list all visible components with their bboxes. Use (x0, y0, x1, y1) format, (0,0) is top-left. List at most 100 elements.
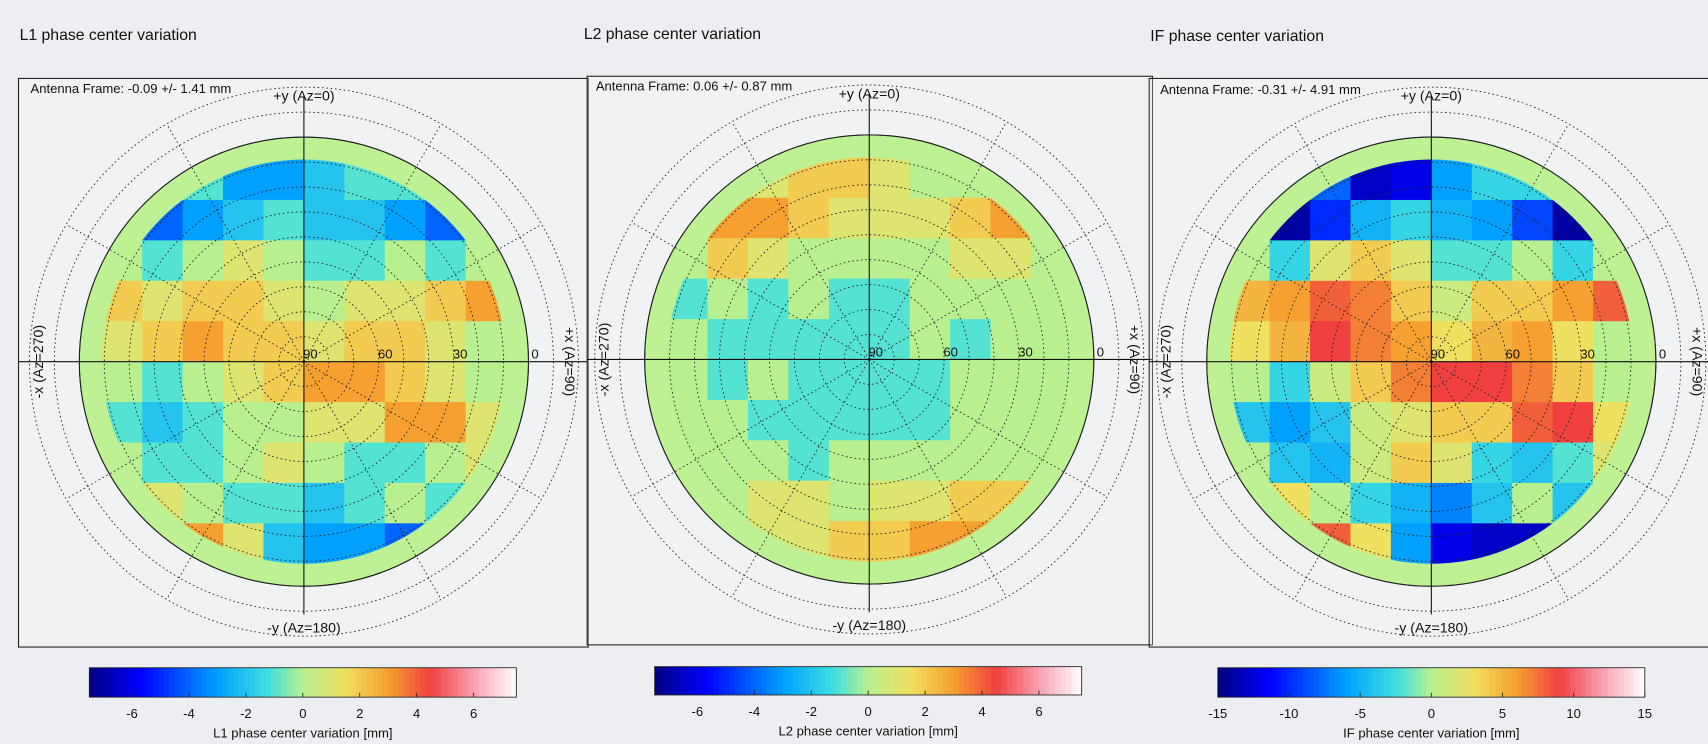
colorbar-segment (1362, 668, 1368, 697)
colorbar-segment (1575, 668, 1581, 697)
colorbar-segment (1421, 668, 1427, 697)
colorbar-segment (1341, 668, 1347, 697)
heat-cell (788, 359, 829, 400)
heat-cell (829, 198, 870, 239)
colorbar-segment (1351, 668, 1357, 697)
right-label: +x (Az=90) (1126, 325, 1142, 394)
heat-cell (869, 481, 910, 522)
colorbar-segment (660, 667, 666, 695)
heat-cell (1350, 281, 1391, 322)
heat-cell (1310, 362, 1351, 403)
heat-cell (1512, 443, 1553, 484)
colorbar-segment (308, 668, 314, 697)
heat-cell (1229, 362, 1270, 403)
colorbar: -15-10-5051015IF phase center variation … (1208, 668, 1652, 741)
top-label: +y (Az=0) (839, 87, 900, 103)
colorbar-segment (1426, 668, 1432, 697)
colorbar-segment (1277, 668, 1283, 697)
colorbar-tick-label: 4 (413, 706, 420, 721)
colorbar-segment (1255, 668, 1261, 697)
heat-cell (1270, 443, 1311, 484)
heat-cell (1310, 200, 1351, 241)
colorbar-segment (255, 668, 261, 697)
panel-title: IF phase center variation (1150, 28, 1324, 45)
colorbar-segment (431, 668, 437, 697)
heat-cell (183, 281, 224, 322)
heat-cell (1472, 281, 1513, 322)
colorbar: -6-4-20246L2 phase center variation [mm] (655, 667, 1082, 739)
heat-cell (1431, 483, 1472, 524)
screenshot: L1 phase center variationAntenna Frame: … (0, 0, 1708, 744)
heat-cell (991, 359, 1032, 400)
colorbar-segment (1293, 668, 1299, 697)
r-tick-label: 60 (943, 344, 958, 359)
heat-cell (748, 238, 789, 279)
heat-cell (910, 481, 951, 522)
heat-cell (788, 481, 829, 522)
colorbar-segment (1602, 668, 1608, 697)
colorbar-segment (335, 668, 341, 697)
panel: L1 phase center variationAntenna Frame: … (19, 27, 589, 741)
colorbar-segment (1282, 668, 1288, 697)
heat-cell (1553, 402, 1594, 443)
colorbar-segment (1565, 668, 1571, 697)
heat-cell (1350, 200, 1391, 241)
r-tick-label: 90 (869, 344, 884, 359)
colorbar-segment (1383, 668, 1389, 697)
right-label: +x (Az=90) (561, 327, 577, 396)
colorbar-segment (970, 667, 976, 695)
colorbar-segment (847, 667, 853, 695)
colorbar-segment (228, 668, 234, 697)
colorbar-segment (1581, 668, 1587, 697)
heat-cell (1310, 321, 1351, 362)
colorbar-segment (1228, 668, 1234, 697)
colorbar-tick-label: 0 (865, 704, 872, 719)
colorbar-segment (681, 667, 687, 695)
colorbar-segment (271, 668, 277, 697)
heat-cell (1512, 402, 1553, 443)
heat-cell (183, 362, 224, 403)
colorbar-segment (1314, 668, 1320, 697)
r-tick-label: 60 (378, 347, 393, 362)
colorbar-segment (1378, 668, 1384, 697)
colorbar-segment (676, 667, 682, 695)
colorbar-segment (1538, 668, 1544, 697)
colorbar-segment (954, 667, 960, 695)
colorbar-segment (233, 668, 239, 697)
left-label: -x (Az=270) (31, 325, 47, 399)
annotation: Antenna Frame: -0.09 +/- 1.41 mm (31, 81, 232, 96)
heat-cell (263, 443, 304, 484)
heat-cell (1391, 443, 1432, 484)
colorbar-segment (1634, 668, 1640, 697)
colorbar-segment (1447, 668, 1453, 697)
colorbar-segment (191, 668, 197, 697)
colorbar-segment (223, 668, 229, 697)
heat-cell (1310, 281, 1351, 322)
heat-cell (142, 402, 183, 443)
heat-cell (1270, 321, 1311, 362)
colorbar-segment (452, 668, 458, 697)
panel-title: L2 phase center variation (584, 26, 761, 43)
colorbar-segment (809, 667, 815, 695)
colorbar-label: L2 phase center variation [mm] (778, 723, 957, 738)
heat-cell (385, 240, 426, 281)
colorbar-segment (420, 668, 426, 697)
colorbar-segment (724, 667, 730, 695)
colorbar-segment (1618, 668, 1624, 697)
colorbar-segment (276, 668, 282, 697)
top-label: +y (Az=0) (1401, 89, 1462, 105)
r-tick-label: 30 (1018, 344, 1033, 359)
colorbar-tick-label: 15 (1638, 706, 1653, 721)
colorbar-tick-label: 4 (978, 704, 985, 719)
colorbar-segment (1309, 668, 1315, 697)
heat-cell (748, 400, 789, 441)
heat-cell (183, 200, 224, 241)
colorbar-segment (852, 667, 858, 695)
colorbar-tick-label: -2 (805, 704, 817, 719)
colorbar-segment (340, 668, 346, 697)
colorbar-segment (143, 668, 149, 697)
heat-cell (1472, 240, 1513, 281)
colorbar-segment (500, 668, 506, 697)
heat-cell (748, 319, 789, 360)
colorbar-segment (217, 668, 223, 697)
